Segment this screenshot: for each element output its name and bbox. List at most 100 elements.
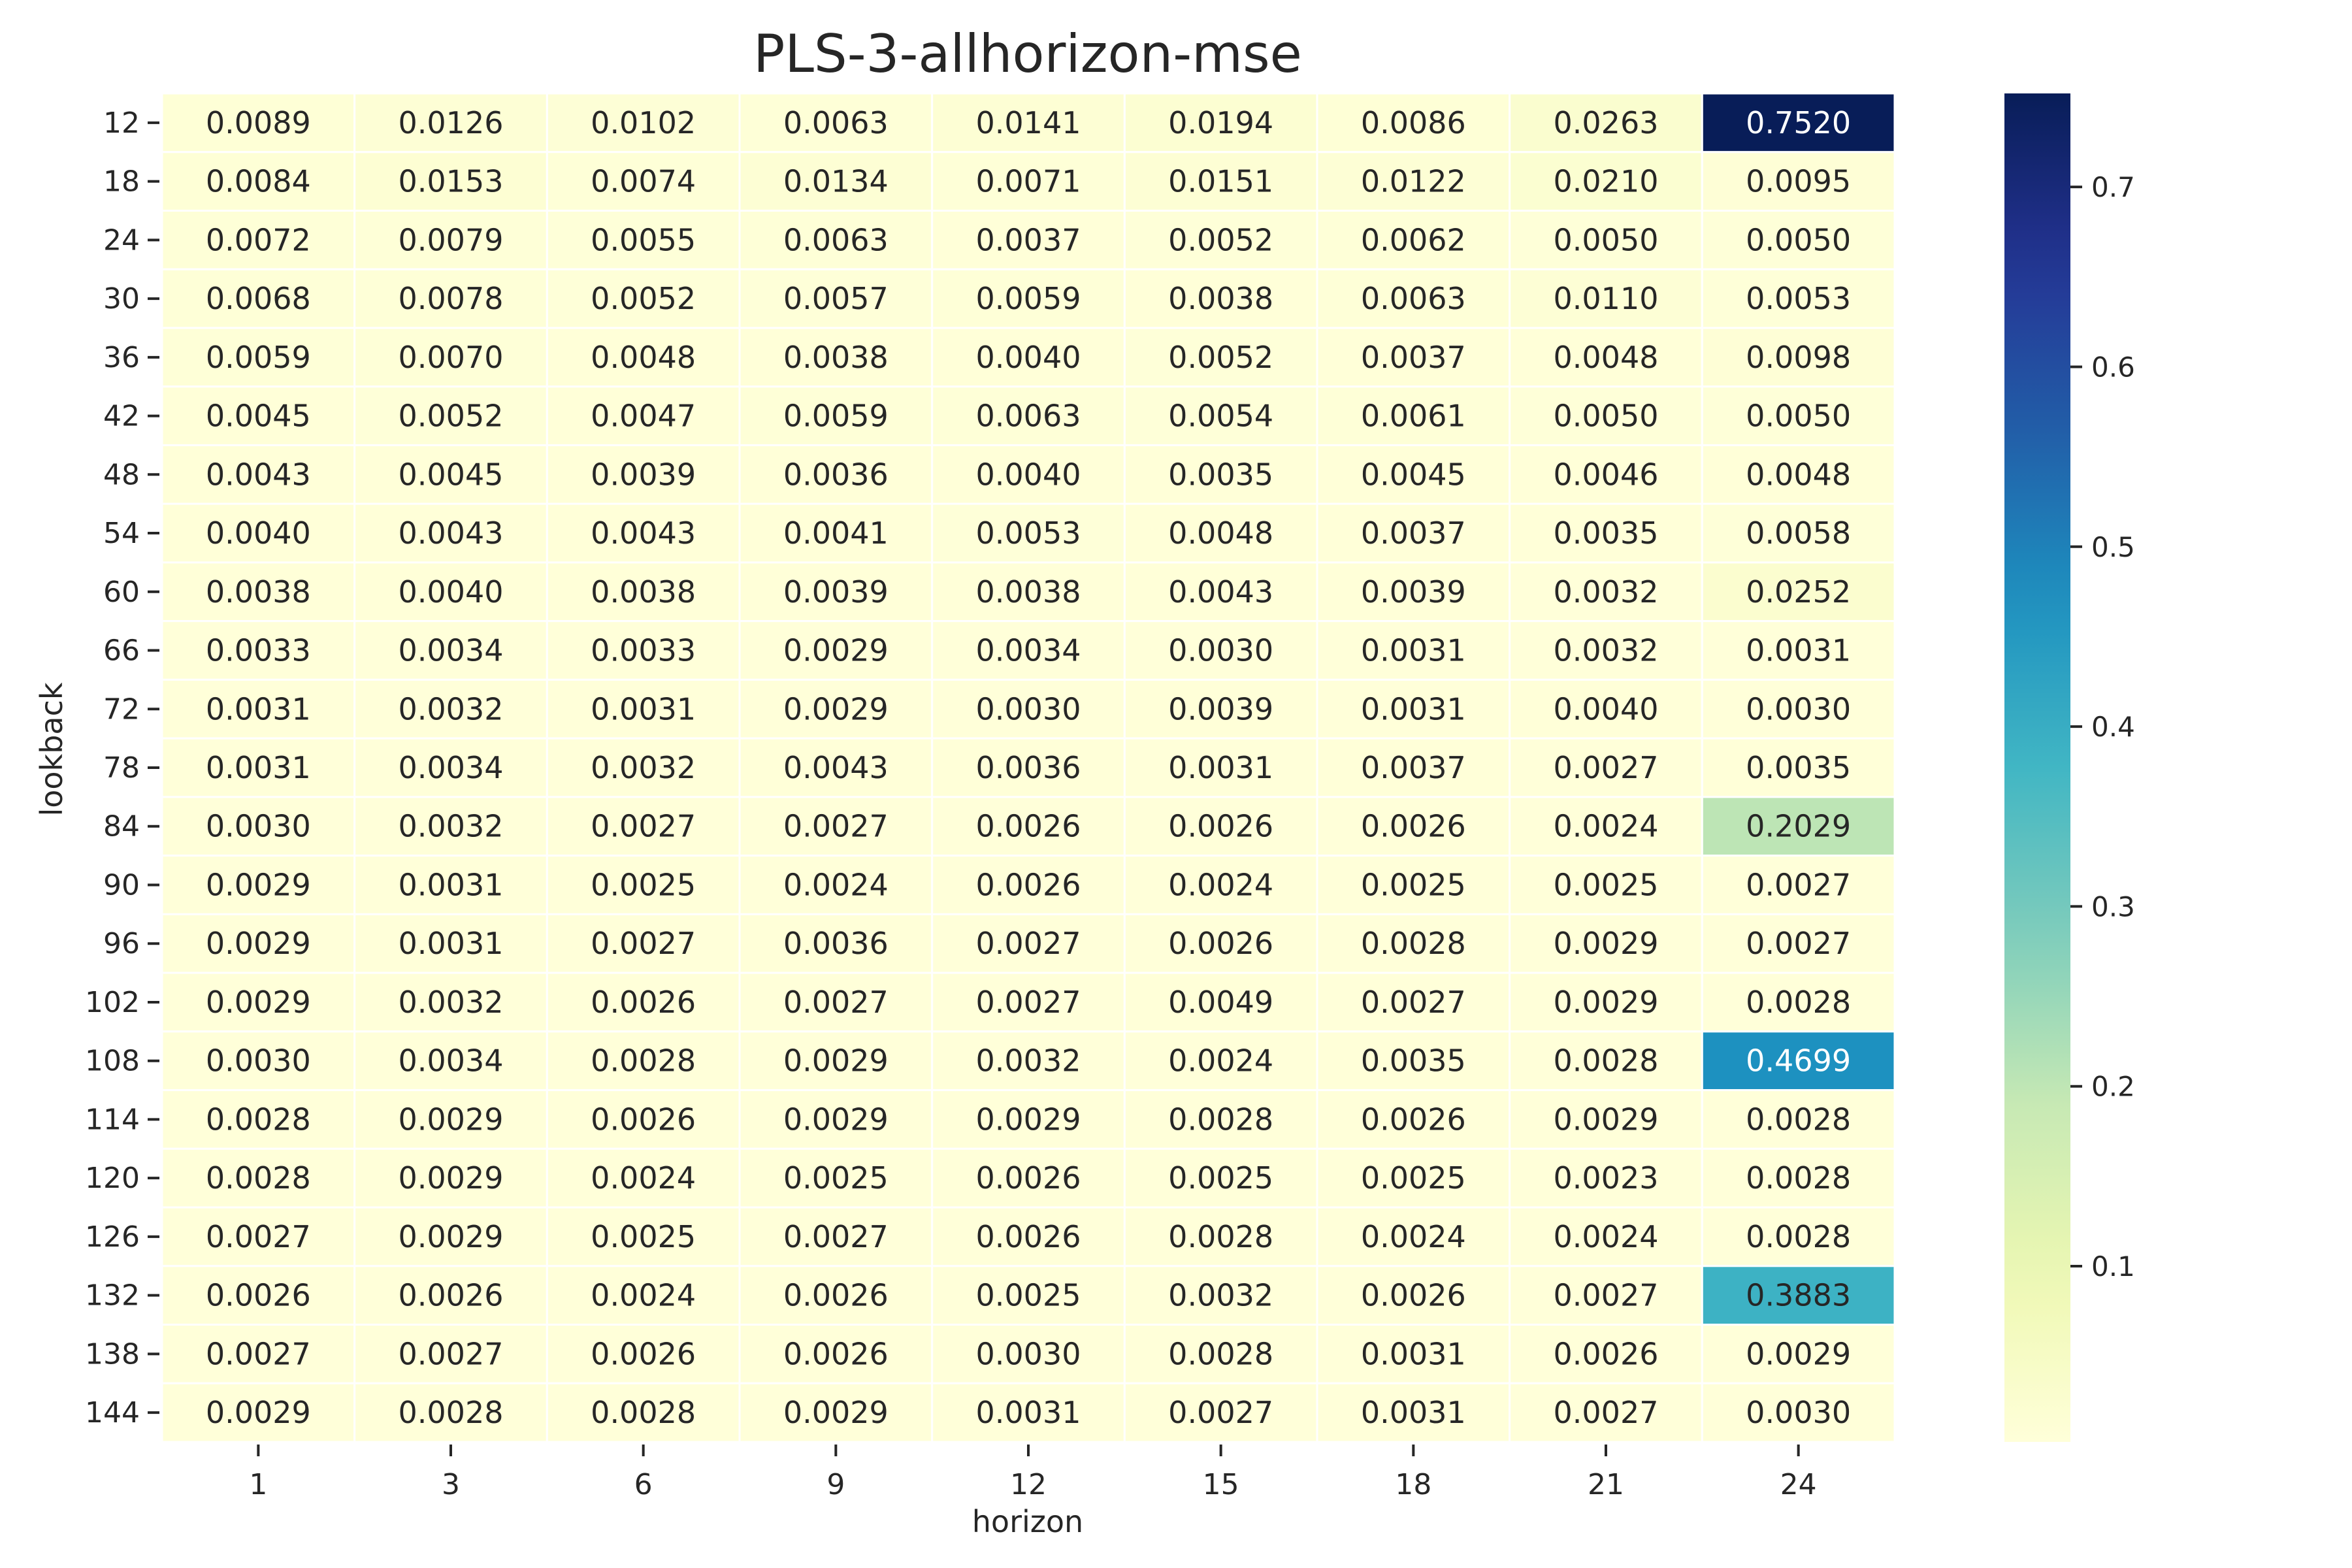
heatmap-cell xyxy=(1316,620,1511,681)
heatmap-cell-label: 0.0032 xyxy=(1554,574,1659,610)
heatmap-cell-label: 0.0045 xyxy=(399,457,504,492)
heatmap-cell-label: 0.0045 xyxy=(206,399,311,434)
heatmap-cell xyxy=(546,151,741,212)
heatmap-cell-label: 0.0194 xyxy=(1168,105,1273,140)
heatmap-cell xyxy=(1123,502,1318,564)
heatmap-cell-label: 0.0031 xyxy=(1746,633,1851,668)
heatmap-cell xyxy=(1316,1089,1511,1150)
heatmap-cell xyxy=(931,913,1126,974)
heatmap-cell-label: 0.0029 xyxy=(399,1102,504,1137)
colorbar-tick-label: 0.3 xyxy=(2091,890,2135,923)
heatmap-cell-label: 0.0134 xyxy=(783,164,889,199)
heatmap-cell xyxy=(738,502,934,564)
heatmap-cell xyxy=(1316,972,1511,1033)
heatmap-cell-label: 0.0032 xyxy=(399,691,504,727)
heatmap-cell-label: 0.0038 xyxy=(976,574,1081,610)
heatmap-cell xyxy=(353,561,548,623)
heatmap-cell-label: 0.0025 xyxy=(591,867,696,902)
heatmap-cell-label: 0.0059 xyxy=(783,399,889,434)
colorbar-tick-label: 0.4 xyxy=(2091,711,2135,743)
heatmap-cell-label: 0.0040 xyxy=(206,515,311,551)
heatmap-cell-label: 0.0045 xyxy=(1361,457,1466,492)
heatmap-cell-label: 0.0027 xyxy=(1554,750,1659,785)
heatmap-cell xyxy=(931,737,1126,798)
colorbar-tick-label: 0.2 xyxy=(2091,1071,2135,1103)
heatmap-cell xyxy=(738,1147,934,1209)
heatmap-cell-label: 0.0040 xyxy=(976,340,1081,375)
heatmap-cell xyxy=(1701,1206,1896,1267)
heatmap-cell-label: 0.0033 xyxy=(591,633,696,668)
heatmap-cell-label: 0.0252 xyxy=(1746,574,1851,610)
heatmap-cell-label: 0.0029 xyxy=(783,691,889,727)
x-axis-label: horizon xyxy=(972,1504,1083,1539)
x-axis-ticks: 1 3 6 9 12 15 18 21 24 xyxy=(249,1445,1817,1501)
heatmap-cell xyxy=(546,502,741,564)
heatmap-cell-label: 0.0026 xyxy=(206,1278,311,1313)
y-tick-label: 120 xyxy=(85,1162,140,1195)
heatmap-cell-label: 0.0040 xyxy=(399,574,504,610)
x-tick-label: 21 xyxy=(1588,1468,1624,1501)
heatmap-cell xyxy=(1316,1324,1511,1384)
heatmap-cell xyxy=(161,620,356,681)
heatmap-cell xyxy=(161,913,356,974)
y-tick-label: 42 xyxy=(103,400,140,433)
heatmap-cell xyxy=(161,385,356,446)
heatmap-cell xyxy=(1701,268,1896,329)
heatmap-cell xyxy=(546,327,741,388)
heatmap-cell-label: 0.0059 xyxy=(206,340,311,375)
heatmap-cell xyxy=(931,444,1126,505)
heatmap-cell-label: 0.0027 xyxy=(1746,867,1851,902)
x-tick-label: 12 xyxy=(1010,1468,1047,1501)
heatmap-cell-label: 0.0028 xyxy=(591,1043,696,1079)
heatmap-cell xyxy=(1123,561,1318,623)
heatmap-cell-label: 0.0048 xyxy=(1554,340,1659,375)
heatmap-cell-label: 0.0089 xyxy=(206,105,311,140)
y-tick-label: 12 xyxy=(103,106,140,140)
heatmap-cell xyxy=(931,1030,1126,1092)
x-tick-label: 1 xyxy=(249,1468,267,1501)
heatmap-cell-label: 0.4699 xyxy=(1746,1043,1851,1079)
heatmap-cell-label: 0.0026 xyxy=(591,1102,696,1137)
heatmap-cell xyxy=(161,1030,356,1092)
heatmap-cell-label: 0.0026 xyxy=(399,1278,504,1313)
heatmap-cell-label: 0.0063 xyxy=(976,399,1081,434)
heatmap-cell xyxy=(546,385,741,446)
heatmap-cell-label: 0.0031 xyxy=(1361,1336,1466,1371)
heatmap-cell-label: 0.0027 xyxy=(1746,926,1851,961)
heatmap-cell xyxy=(161,268,356,329)
colorbar-ticks: 0.1 0.2 0.3 0.4 0.5 0.6 0.7 xyxy=(2070,171,2135,1282)
heatmap-cell-label: 0.0030 xyxy=(1168,633,1273,668)
heatmap-cell-label: 0.0026 xyxy=(1168,926,1273,961)
heatmap-cell xyxy=(738,327,934,388)
heatmap-cell-label: 0.0035 xyxy=(1746,750,1851,785)
heatmap-cell-label: 0.0033 xyxy=(206,633,311,668)
heatmap-cell-label: 0.0028 xyxy=(1746,1219,1851,1254)
heatmap-cell xyxy=(546,620,741,681)
heatmap-cell-label: 0.0026 xyxy=(976,867,1081,902)
heatmap-cell xyxy=(1509,737,1703,798)
heatmap-cell-label: 0.0024 xyxy=(783,867,889,902)
heatmap-cell-label: 0.0027 xyxy=(1361,985,1466,1020)
heatmap-cell-label: 0.0037 xyxy=(1361,750,1466,785)
heatmap-cell xyxy=(1123,385,1318,446)
y-tick-label: 18 xyxy=(103,165,140,199)
heatmap-cell xyxy=(931,796,1126,857)
heatmap-cell xyxy=(353,1206,548,1267)
heatmap-cell-label: 0.0024 xyxy=(1361,1219,1466,1254)
heatmap-cell-label: 0.0035 xyxy=(1361,1043,1466,1079)
heatmap-cell-label: 0.0038 xyxy=(783,340,889,375)
heatmap-cell-label: 0.0029 xyxy=(976,1102,1081,1137)
heatmap-cell-label: 0.0029 xyxy=(1554,985,1659,1020)
heatmap-cell xyxy=(1316,561,1511,623)
heatmap-cell-label: 0.0027 xyxy=(1554,1278,1659,1313)
heatmap-cell-label: 0.0062 xyxy=(1361,222,1466,257)
heatmap-cell-label: 0.0027 xyxy=(206,1219,311,1254)
heatmap-cell-label: 0.0029 xyxy=(783,1395,889,1430)
heatmap-cell-label: 0.0031 xyxy=(1361,633,1466,668)
heatmap-cell xyxy=(161,151,356,212)
heatmap-cell xyxy=(161,444,356,505)
y-tick-label: 72 xyxy=(103,693,140,726)
heatmap-cell xyxy=(1316,1382,1511,1443)
y-tick-label: 144 xyxy=(85,1396,140,1429)
heatmap-cell-label: 0.0027 xyxy=(591,809,696,844)
